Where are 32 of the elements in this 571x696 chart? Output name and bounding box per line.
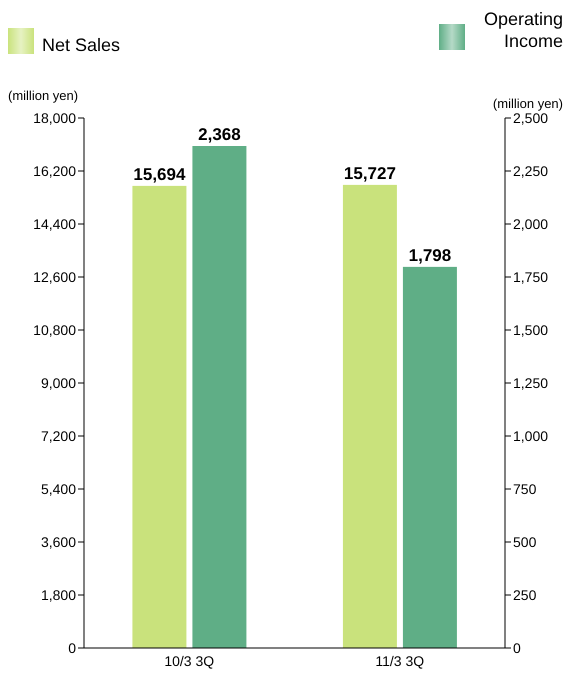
y-tick-label: 16,200 [33,162,76,179]
y-tick-label: 0 [68,640,76,656]
y2-axis-title: (million yen) [492,96,563,111]
y2-tick-label: 500 [513,534,537,550]
data-label: 15,727 [344,164,396,183]
y2-tick-label: 0 [513,640,521,656]
y2-tick-label: 2,250 [513,162,548,179]
y2-tick-label: 250 [513,586,537,603]
y2-tick-label: 2,500 [513,110,548,126]
y-axis-title: (million yen) [8,88,78,103]
y-tick-label: 5,400 [40,480,76,497]
y-tick-label: 18,000 [33,110,76,126]
data-label: 15,694 [133,164,186,184]
legend-label: Operating Income [482,8,563,52]
y-tick-label: 9,000 [40,374,76,391]
y-tick-label: 14,400 [33,216,76,232]
y-tick-label: 3,600 [40,534,76,550]
data-label: 2,368 [198,124,241,144]
y2-tick-label: 1,000 [513,428,548,444]
legend-label: Net Sales [42,34,120,56]
y-tick-label: 12,600 [33,268,76,285]
data-label: 1,798 [408,246,452,265]
y2-tick-label: 1,750 [513,268,548,285]
y2-tick-label: 2,000 [513,216,548,232]
y2-tick-label: 1,250 [513,374,548,391]
y2-tick-label: 1,500 [513,322,548,338]
y2-tick-label: 750 [513,480,537,497]
y-tick-label: 10,800 [33,322,76,338]
x-tick-label: 10/3 3Q [164,652,214,669]
y-tick-label: 7,200 [40,428,76,444]
y-tick-label: 1,800 [40,586,76,603]
x-tick-label: 11/3 3Q [375,652,424,669]
